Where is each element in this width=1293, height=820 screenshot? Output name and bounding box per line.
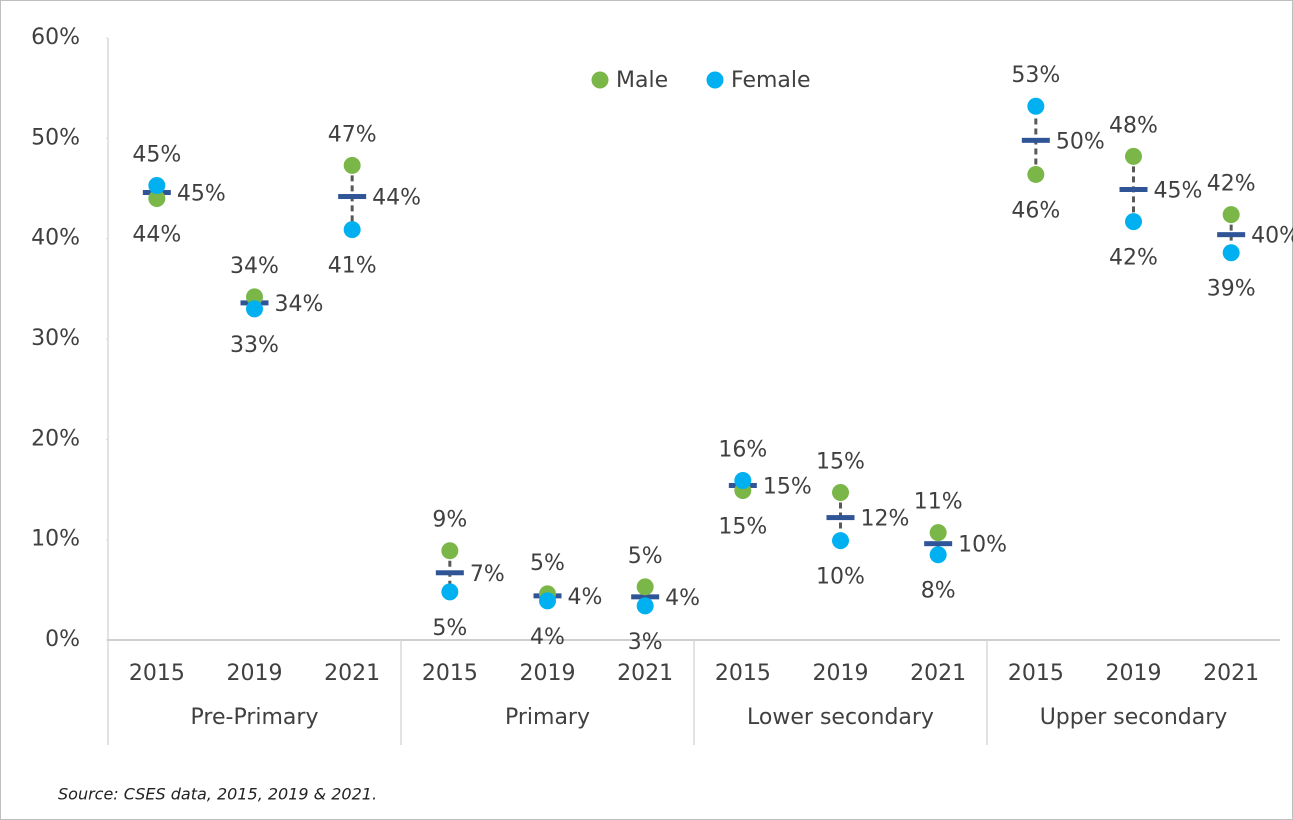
x-tick-label: 2015: [129, 661, 185, 686]
data-label: 39%: [1207, 277, 1256, 302]
y-tick-label: 0%: [45, 627, 80, 652]
total-marker: [1119, 187, 1148, 193]
total-marker: [435, 570, 464, 576]
group-label: Upper secondary: [1040, 705, 1228, 730]
group-label: Pre-Primary: [191, 705, 319, 730]
x-tick-label: 2021: [910, 661, 966, 686]
y-tick-label: 50%: [31, 125, 80, 150]
x-tick-label: 2021: [324, 661, 380, 686]
data-label: 10%: [816, 565, 865, 590]
total-label: 40%: [1251, 224, 1293, 249]
dot: [343, 221, 361, 239]
dot: [343, 156, 361, 174]
data-label: 33%: [230, 333, 279, 358]
group-label: Primary: [505, 705, 590, 730]
data-label: 45%: [132, 142, 181, 167]
total-label: 12%: [861, 507, 910, 532]
total-marker: [338, 194, 367, 200]
data-label: 5%: [628, 544, 663, 569]
total-label: 7%: [470, 562, 505, 587]
x-tick-label: 2015: [1008, 661, 1064, 686]
dot: [441, 542, 459, 560]
dot: [929, 546, 947, 564]
data-label: 9%: [432, 508, 467, 533]
data-label: 44%: [132, 223, 181, 248]
total-label: 15%: [763, 474, 812, 499]
dot: [246, 288, 263, 306]
data-label: 5%: [530, 551, 565, 576]
data-label: 42%: [1207, 172, 1256, 197]
data-label: 15%: [816, 450, 865, 475]
dot: [636, 597, 654, 615]
y-tick-label: 60%: [31, 25, 80, 50]
dot: [832, 532, 849, 550]
dot: [1027, 165, 1045, 183]
dot: [148, 176, 166, 194]
dot: [734, 471, 752, 489]
legend-marker: [591, 71, 609, 89]
y-tick-label: 10%: [31, 527, 80, 552]
data-label: 3%: [628, 630, 663, 655]
total-label: 4%: [665, 586, 700, 611]
x-tick-label: 2015: [715, 661, 771, 686]
dot: [1125, 147, 1142, 165]
x-tick-label: 2021: [1203, 661, 1259, 686]
dot: [1125, 213, 1142, 231]
data-label: 41%: [328, 254, 377, 279]
total-label: 45%: [1154, 179, 1203, 204]
y-tick-label: 40%: [31, 226, 80, 251]
data-label: 16%: [718, 437, 767, 462]
data-label: 15%: [718, 515, 767, 540]
group-label: Lower secondary: [747, 705, 934, 730]
total-label: 10%: [958, 533, 1007, 558]
x-tick-label: 2015: [422, 661, 478, 686]
data-label: 5%: [432, 616, 467, 641]
data-label: 53%: [1011, 63, 1060, 88]
legend-marker: [706, 71, 724, 89]
source: Source: CSES data, 2015, 2019 & 2021.: [58, 785, 377, 804]
total-label: 4%: [568, 585, 603, 610]
legend-label: Female: [731, 68, 811, 93]
x-tick-label: 2019: [227, 661, 283, 686]
x-tick-label: 2021: [617, 661, 673, 686]
total-marker: [1021, 137, 1050, 143]
dot: [636, 578, 654, 596]
dot: [148, 190, 166, 208]
dot: [246, 300, 263, 318]
data-label: 42%: [1109, 246, 1158, 271]
x-tick-label: 2019: [813, 661, 869, 686]
data-label: 47%: [328, 122, 377, 147]
total-label: 34%: [275, 292, 324, 317]
total-marker: [826, 515, 855, 521]
data-label: 34%: [230, 254, 279, 279]
dot: [539, 592, 556, 610]
total-label: 44%: [372, 186, 421, 211]
total-marker: [631, 594, 660, 600]
total-marker: [1217, 232, 1246, 238]
total-label: 50%: [1056, 129, 1105, 154]
dot: [441, 583, 459, 601]
data-label: 11%: [914, 490, 963, 515]
total-marker: [924, 541, 953, 547]
data-label: 8%: [921, 579, 956, 604]
legend-label: Male: [616, 68, 668, 93]
data-label: 46%: [1011, 198, 1060, 223]
data-label: 48%: [1109, 113, 1158, 138]
y-tick-label: 20%: [31, 426, 80, 451]
x-tick-label: 2019: [1106, 661, 1162, 686]
total-label: 45%: [177, 182, 226, 207]
dot: [832, 484, 849, 502]
dot: [1222, 244, 1240, 262]
dot: [1027, 97, 1045, 115]
x-tick-label: 2019: [520, 661, 576, 686]
data-label: 4%: [530, 625, 565, 650]
y-tick-label: 30%: [31, 326, 80, 351]
dot: [1222, 206, 1240, 224]
dot: [929, 524, 947, 542]
